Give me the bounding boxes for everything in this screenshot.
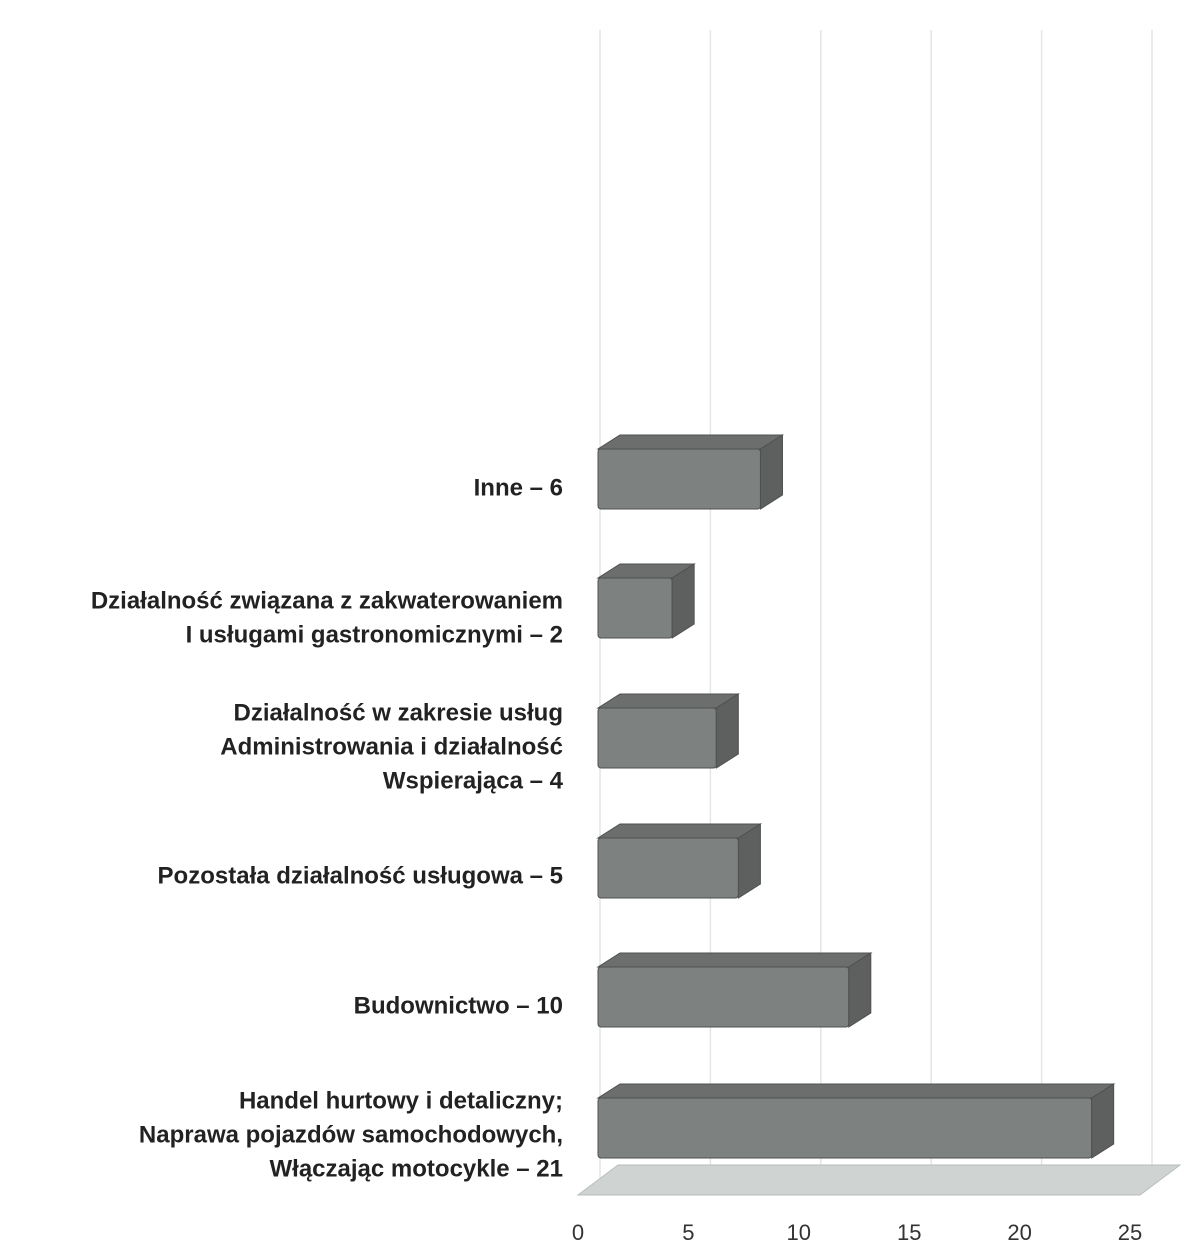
category-label-line: Włączając motocykle – 21 <box>270 1155 563 1182</box>
bar-top <box>596 693 741 709</box>
bar-top <box>596 823 763 839</box>
bar <box>596 563 696 639</box>
category-labels: Handel hurtowy i detaliczny; Naprawa poja… <box>91 474 564 1182</box>
bar-side <box>671 563 695 639</box>
x-tick-label: 25 <box>1118 1220 1142 1245</box>
category-label-line: Inne – 6 <box>474 474 563 501</box>
bar <box>596 823 763 899</box>
category-label-line: Handel hurtowy i detaliczny; <box>239 1087 563 1114</box>
bar-front <box>597 448 761 510</box>
bar-front <box>597 577 673 639</box>
x-tick-label: 10 <box>787 1220 811 1245</box>
category-label-line: I usługami gastronomicznymi – 2 <box>186 621 563 648</box>
bar <box>596 952 873 1028</box>
category-label-line: Działalność w zakresie usług <box>234 699 563 726</box>
bar-front <box>597 1097 1093 1159</box>
x-tick-label: 5 <box>682 1220 694 1245</box>
bar-side <box>759 434 783 510</box>
category-label: Działalność w zakresie usług Administrowa… <box>220 699 563 794</box>
bar-front <box>597 966 850 1028</box>
category-label: Handel hurtowy i detaliczny; Naprawa poja… <box>139 1087 563 1182</box>
bar-top <box>596 952 873 968</box>
bars <box>596 434 1116 1159</box>
bar-side <box>737 823 761 899</box>
category-label-line: Administrowania i działalność <box>220 733 563 760</box>
x-axis-ticks: 0 5 10 15 20 25 <box>572 1220 1142 1245</box>
x-tick-label: 0 <box>572 1220 584 1245</box>
bar-side <box>848 952 872 1028</box>
category-label-line: Wspierająca – 4 <box>383 767 564 794</box>
bar <box>596 434 785 510</box>
category-label-line: Działalność związana z zakwaterowaniem <box>91 587 563 614</box>
bar-top <box>596 434 785 450</box>
bar-top <box>596 1083 1116 1099</box>
bar-side <box>715 693 739 769</box>
category-label-line: Naprawa pojazdów samochodowych, <box>139 1121 563 1148</box>
bar <box>596 1083 1116 1159</box>
category-label-line: Pozostała działalność usługowa – 5 <box>158 862 563 889</box>
category-label: Inne – 6 <box>474 474 563 501</box>
bar-side <box>1091 1083 1115 1159</box>
category-label: Pozostała działalność usługowa – 5 <box>158 862 563 889</box>
x-tick-label: 20 <box>1007 1220 1031 1245</box>
bar <box>596 693 741 769</box>
category-label: Działalność związana z zakwaterowaniem I … <box>91 587 563 648</box>
bar-front <box>597 707 717 769</box>
bar-front <box>597 837 739 899</box>
category-label-line: Budownictwo – 10 <box>354 992 563 1019</box>
x-tick-label: 15 <box>897 1220 921 1245</box>
category-label: Budownictwo – 10 <box>354 992 563 1019</box>
floor-plane <box>576 1164 1181 1196</box>
chart-floor <box>576 1164 1181 1196</box>
